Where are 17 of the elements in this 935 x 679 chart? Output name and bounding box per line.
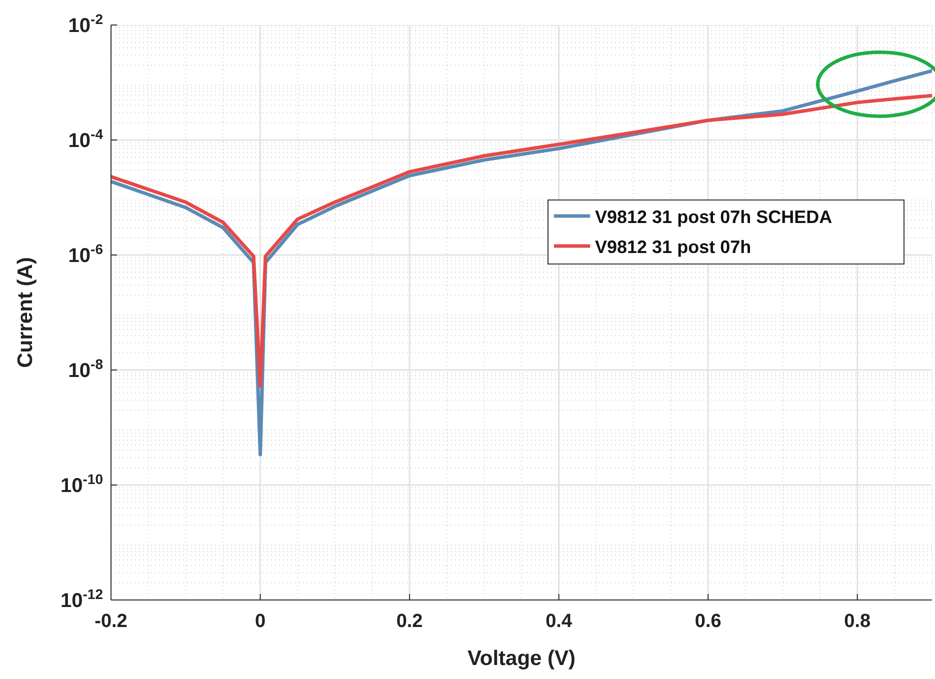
y-tick-label: 10$^{-10}$ [60, 471, 104, 497]
x-tick-label: -0.2 [94, 611, 128, 632]
line-series [111, 94, 932, 388]
x-tick-label: 0 [254, 611, 266, 632]
y-tick-label: 10$^{-12}$ [60, 586, 104, 612]
x-tick-label: 0.2 [396, 611, 423, 632]
y-tick-label: 10$^{-6}$ [68, 241, 104, 267]
y-tick-label: 10$^{-2}$ [68, 11, 104, 37]
x-tick-label: 0.8 [844, 611, 871, 632]
legend-label: V9812 31 post 07h SCHEDA [595, 207, 832, 227]
x-tick-label: 0.4 [546, 611, 572, 632]
x-axis-title: Voltage (V) [467, 647, 576, 670]
y-tick-label: 10$^{-8}$ [68, 356, 104, 382]
x-tick-label: 0.6 [694, 611, 722, 632]
legend-label: V9812 31 post 07h [595, 237, 752, 257]
y-tick-label: 10$^{-4}$ [68, 126, 104, 152]
y-axis-title: Current (A) [14, 257, 37, 368]
